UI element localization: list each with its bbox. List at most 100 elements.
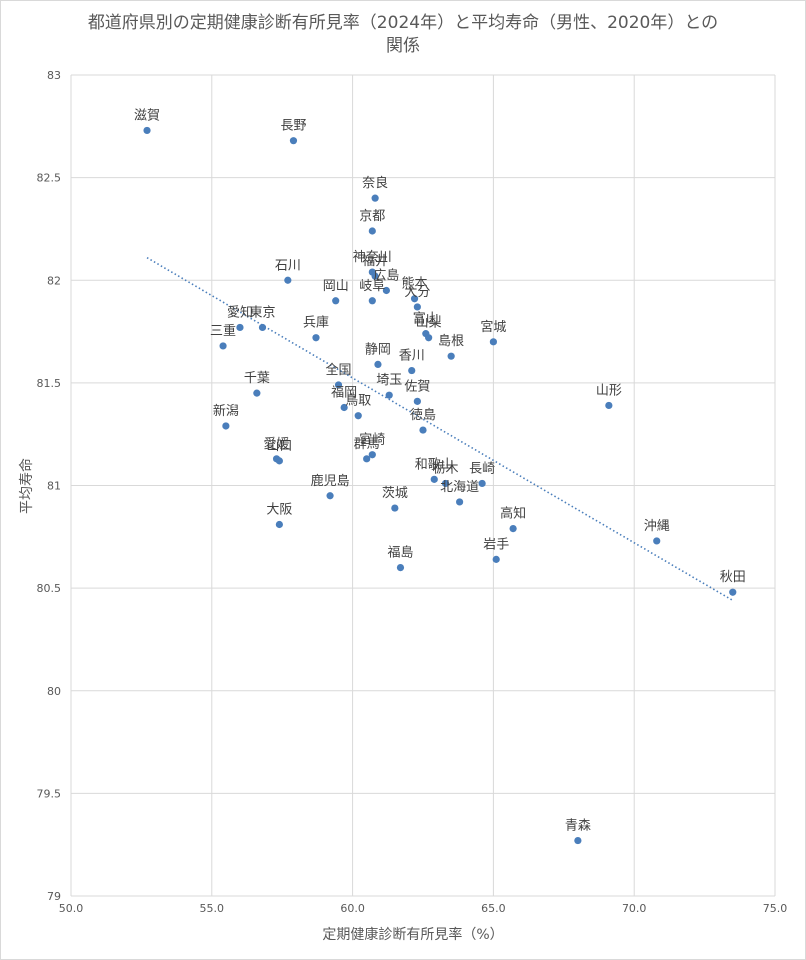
point-label: 徳島	[410, 408, 436, 423]
trendline	[146, 256, 734, 602]
point-label: 三重	[210, 323, 236, 339]
point-label: 高知	[500, 506, 526, 522]
point-label: 山梨	[416, 316, 442, 331]
y-axis-title: 平均寿命	[18, 458, 35, 514]
data-point	[729, 588, 737, 596]
data-point	[574, 836, 582, 845]
point-label: 熊本	[402, 276, 428, 292]
point-label: 沖縄	[644, 519, 670, 534]
x-tick-label: 65.0	[481, 902, 506, 915]
point-label: 大分	[404, 285, 430, 300]
point-label: 長野	[280, 119, 306, 134]
y-tick-label: 81.5	[37, 377, 62, 390]
y-tick-label: 83	[47, 69, 61, 82]
data-point	[371, 194, 379, 202]
point-label: 東京	[249, 304, 275, 320]
data-point	[478, 479, 486, 488]
point-label: 岐阜	[359, 278, 385, 294]
data-point	[368, 227, 376, 235]
data-point	[275, 520, 283, 529]
data-point	[284, 276, 292, 284]
tick-labels: 79 79.5 80 80.5 81 81.5 82 82.5 83 50.0 55.0 60.0 65…	[37, 69, 788, 915]
data-point	[385, 391, 393, 399]
point-label: 福井	[362, 254, 388, 269]
data-point	[382, 286, 390, 295]
data-point	[653, 537, 661, 545]
point-label: 広島	[373, 269, 399, 284]
data-point	[368, 451, 376, 459]
point-label: 茨城	[382, 486, 408, 501]
data-point	[371, 272, 379, 280]
data-point	[419, 426, 427, 434]
data-point	[441, 479, 450, 488]
point-label: 長崎	[469, 461, 495, 476]
data-point	[605, 401, 613, 410]
point-label: 滋賀	[134, 108, 160, 123]
data-point	[410, 295, 419, 303]
y-tick-label: 82.5	[37, 172, 62, 185]
data-point	[413, 303, 421, 311]
x-tick-label: 55.0	[200, 902, 225, 915]
point-label: 山形	[596, 383, 622, 398]
data-point	[253, 389, 261, 397]
data-point	[275, 457, 283, 465]
point-label: 香川	[399, 349, 425, 364]
data-point	[312, 334, 320, 342]
point-label: 埼玉	[376, 373, 402, 388]
data-point	[143, 126, 151, 135]
point-label: 北海道	[440, 480, 479, 495]
point-label: 静岡	[365, 342, 391, 357]
x-tick-label: 50.0	[59, 902, 84, 915]
x-tick-label: 60.0	[340, 902, 365, 915]
data-point	[489, 338, 497, 346]
data-point	[391, 504, 399, 512]
data-point	[326, 492, 334, 500]
x-axis-title: 定期健康診断有所見率（%）	[322, 926, 503, 943]
data-point	[447, 352, 455, 360]
point-label: 福岡	[331, 386, 357, 401]
trendline-line	[146, 256, 734, 602]
point-label: 佐賀	[404, 379, 430, 394]
data-point	[492, 555, 500, 563]
point-label: 福島	[387, 546, 413, 561]
x-tick-label: 75.0	[763, 902, 788, 915]
point-label: 新潟	[213, 403, 239, 419]
point-label: 山口	[266, 439, 292, 454]
data-point	[430, 475, 438, 483]
point-label: 岩手	[483, 537, 509, 552]
data-point	[222, 422, 230, 430]
y-tick-label: 80	[47, 685, 61, 698]
data-point	[340, 403, 348, 412]
point-label: 秋田	[720, 570, 746, 585]
point-label: 栃木	[433, 461, 459, 476]
point-label: 奈良	[362, 175, 388, 191]
point-label: 千葉	[244, 371, 270, 386]
point-label: 大阪	[266, 502, 292, 517]
data-point	[219, 342, 227, 350]
point-label: 群馬	[354, 437, 380, 452]
data-point	[258, 323, 267, 332]
point-label: 神奈川	[353, 250, 392, 265]
point-label: 青森	[565, 819, 591, 834]
data-point	[363, 455, 371, 463]
point-label: 石川	[275, 258, 301, 273]
chart-title-line1: 都道府県別の定期健康診断有所見率（2024年）と平均寿命（男性、2020年）との	[87, 13, 719, 33]
y-tick-label: 79	[47, 890, 61, 903]
data-point	[456, 498, 464, 506]
x-tick-label: 70.0	[622, 902, 647, 915]
chart-title: 都道府県別の定期健康診断有所見率（2024年）と平均寿命（男性、2020年）との…	[0, 12, 806, 58]
y-tick-label: 80.5	[37, 582, 62, 595]
point-label: 島根	[438, 334, 464, 349]
point-label: 京都	[359, 209, 385, 224]
data-point	[289, 137, 298, 145]
point-label: 富山	[413, 311, 439, 327]
data-points	[143, 126, 737, 845]
gridlines	[70, 74, 776, 897]
y-tick-label: 79.5	[37, 787, 62, 800]
data-point	[354, 412, 362, 420]
data-point	[236, 323, 244, 332]
data-point	[413, 397, 421, 405]
point-label: 和歌山	[415, 457, 454, 472]
